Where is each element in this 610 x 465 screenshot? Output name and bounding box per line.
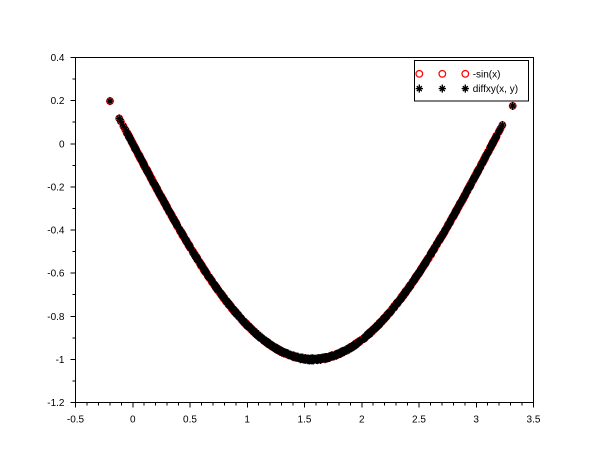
svg-text:0: 0	[59, 139, 65, 150]
svg-text:diffxy(x, y): diffxy(x, y)	[473, 84, 518, 95]
svg-text:-0.4: -0.4	[47, 226, 65, 237]
svg-text:-0.5: -0.5	[67, 415, 85, 426]
svg-text:-0.8: -0.8	[47, 312, 65, 323]
svg-text:0.5: 0.5	[183, 415, 197, 426]
svg-text:2: 2	[359, 415, 365, 426]
svg-text:0.2: 0.2	[51, 96, 65, 107]
svg-text:-sin(x): -sin(x)	[473, 69, 501, 80]
svg-text:-1.2: -1.2	[47, 398, 65, 409]
svg-text:3: 3	[473, 415, 479, 426]
svg-text:1: 1	[244, 415, 250, 426]
svg-text:0: 0	[130, 415, 136, 426]
svg-text:-0.2: -0.2	[47, 183, 65, 194]
svg-text:-1: -1	[56, 355, 65, 366]
svg-text:-0.6: -0.6	[47, 269, 65, 280]
svg-text:0.4: 0.4	[51, 53, 65, 64]
svg-text:1.5: 1.5	[298, 415, 312, 426]
svg-text:3.5: 3.5	[527, 415, 541, 426]
svg-text:2.5: 2.5	[412, 415, 426, 426]
